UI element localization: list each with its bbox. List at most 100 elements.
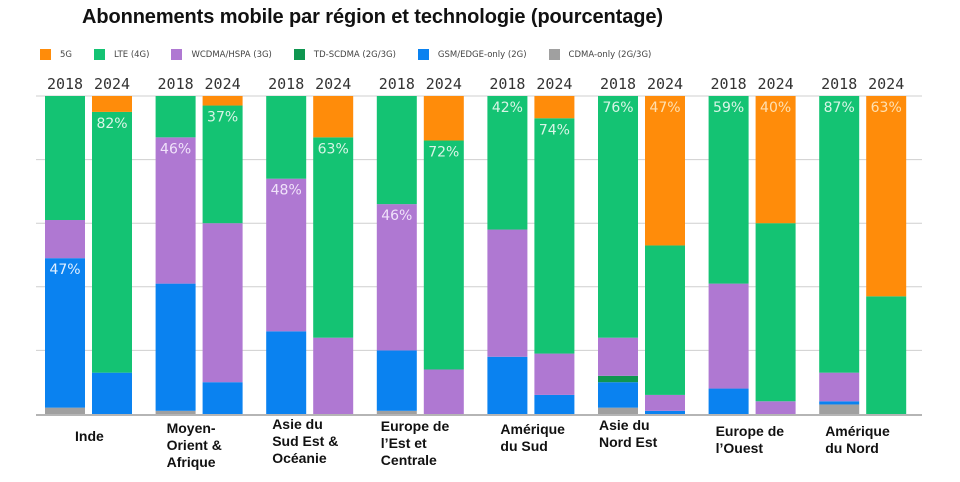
bar-segment-lte-4g xyxy=(155,96,196,138)
bar-segment-td-scdma-2g-3g xyxy=(598,375,638,383)
bar-segment-wcdma-hspa-3g xyxy=(45,220,85,259)
bar-segment-wcdma-hspa-3g xyxy=(755,401,796,414)
region-label-inde: Inde xyxy=(75,428,104,444)
bar-segment-lte-4g xyxy=(866,296,907,414)
data-label: 46% xyxy=(381,208,412,224)
year-label: 2024 xyxy=(205,75,241,93)
year-label: 2018 xyxy=(489,75,525,93)
year-label: 2024 xyxy=(94,75,130,93)
legend-item-td-scdma-2g-3g: TD-SCDMA (2G/3G) xyxy=(293,49,396,60)
data-label: 87% xyxy=(824,100,855,116)
year-label: 2018 xyxy=(268,75,304,93)
data-label: 48% xyxy=(271,183,302,199)
bar-segment-wcdma-hspa-3g xyxy=(266,178,307,332)
year-label: 2024 xyxy=(758,75,794,93)
legend-item-lte-4g: LTE (4G) xyxy=(94,49,149,60)
legend-item-cdma-only-2g-3g: CDMA-only (2G/3G) xyxy=(548,49,652,60)
year-label: 2018 xyxy=(711,75,747,93)
bar-segment-gsm-edge-only-2g xyxy=(202,382,243,414)
data-label: 63% xyxy=(318,141,349,157)
bar-segment-cdma-only-2g-3g xyxy=(819,404,860,414)
bar-segment-lte-4g xyxy=(487,96,528,230)
year-label: 2018 xyxy=(158,75,194,93)
bar-segment-lte-4g xyxy=(423,140,464,370)
region-label-am-rique-du-nord: Amérique du Nord xyxy=(825,423,890,456)
bar-segment-lte-4g xyxy=(266,96,307,179)
data-label: 76% xyxy=(602,100,633,116)
data-label: 63% xyxy=(871,100,902,116)
bar-segment-wcdma-hspa-3g xyxy=(534,353,575,395)
region-label-moyen-orient-afrique: Moyen- Orient & Afrique xyxy=(166,420,222,470)
legend-label: 5G xyxy=(60,49,72,60)
legend-item-5g: 5G xyxy=(40,49,72,60)
bar-segment-lte-4g xyxy=(376,96,417,205)
legend-label: GSM/EDGE-only (2G) xyxy=(437,49,527,60)
bar-segment-gsm-edge-only-2g xyxy=(155,283,196,411)
bar-segment-lte-4g xyxy=(534,118,575,354)
region-label-europe-de-l-est-et-centrale: Europe de l’Est et Centrale xyxy=(380,418,450,468)
region-label-asie-du-sud-est-oc-anie: Asie du Sud Est & Océanie xyxy=(272,416,339,466)
data-label: 74% xyxy=(539,122,570,138)
bar-segment-gsm-edge-only-2g xyxy=(376,350,417,411)
legend-swatch xyxy=(548,49,560,60)
bar-segment-5g xyxy=(534,96,575,119)
bar-segment-cdma-only-2g-3g xyxy=(376,410,417,414)
bar-segment-5g xyxy=(92,96,132,112)
bar-segment-gsm-edge-only-2g xyxy=(92,372,132,414)
year-label: 2018 xyxy=(379,75,415,93)
legend-swatch xyxy=(40,49,51,60)
bar-segment-lte-4g xyxy=(598,96,638,338)
bar-segment-cdma-only-2g-3g xyxy=(45,407,85,414)
bar-segment-lte-4g xyxy=(755,223,796,402)
bar-segment-lte-4g xyxy=(645,245,685,395)
bar-segment-wcdma-hspa-3g xyxy=(423,369,464,414)
bar-segment-cdma-only-2g-3g xyxy=(155,410,196,414)
bar-segment-wcdma-hspa-3g xyxy=(487,229,528,357)
bar-segment-5g xyxy=(866,96,907,297)
legend-label: CDMA-only (2G/3G) xyxy=(568,49,652,60)
legend-item-gsm-edge-only-2g: GSM/EDGE-only (2G) xyxy=(417,49,527,60)
chart-title: Abonnements mobile par région et technol… xyxy=(82,6,663,28)
bar-segment-wcdma-hspa-3g xyxy=(202,223,243,383)
year-label: 2018 xyxy=(821,75,857,93)
bar-segment-lte-4g xyxy=(313,137,354,338)
data-label: 37% xyxy=(207,110,238,126)
region-label-am-rique-du-sud: Amérique du Sud xyxy=(500,421,565,454)
bar-segment-gsm-edge-only-2g xyxy=(598,382,638,408)
bar-segment-wcdma-hspa-3g xyxy=(645,394,685,411)
bar-segment-wcdma-hspa-3g xyxy=(819,372,860,402)
bar-segment-wcdma-hspa-3g xyxy=(598,337,638,376)
bar-segment-lte-4g xyxy=(45,96,85,221)
bar-segment-gsm-edge-only-2g xyxy=(708,388,749,414)
bar-segment-lte-4g xyxy=(819,96,860,373)
data-label: 59% xyxy=(713,100,744,116)
legend-swatch xyxy=(293,49,305,60)
bar-segment-wcdma-hspa-3g xyxy=(376,204,417,351)
bar-segment-gsm-edge-only-2g xyxy=(266,331,307,414)
legend-label: LTE (4G) xyxy=(114,49,150,60)
year-label: 2024 xyxy=(868,75,904,93)
data-label: 42% xyxy=(492,100,523,116)
legend-swatch xyxy=(94,49,105,60)
bar-segment-gsm-edge-only-2g xyxy=(645,410,685,414)
bar-segment-lte-4g xyxy=(202,105,243,224)
legend-label: TD-SCDMA (2G/3G) xyxy=(313,49,396,60)
bar-segment-cdma-only-2g-3g xyxy=(598,407,638,414)
legend-item-wcdma-hspa-3g: WCDMA/HSPA (3G) xyxy=(171,49,272,60)
year-label: 2024 xyxy=(536,75,572,93)
data-label: 47% xyxy=(49,262,80,278)
bar-segment-gsm-edge-only-2g xyxy=(819,401,860,405)
bar-segment-wcdma-hspa-3g xyxy=(708,283,749,389)
year-label: 2024 xyxy=(647,75,683,93)
bar-segment-5g xyxy=(202,96,243,106)
year-label: 2018 xyxy=(47,75,83,93)
bar-segment-gsm-edge-only-2g xyxy=(534,394,575,414)
year-label: 2018 xyxy=(600,75,636,93)
bar-segment-lte-4g xyxy=(708,96,749,284)
chart-legend: 5G LTE (4G) WCDMA/HSPA (3G) TD-SCDMA (2G/3G… xyxy=(40,49,673,60)
legend-swatch xyxy=(171,49,183,60)
data-label: 72% xyxy=(428,145,459,161)
legend-swatch xyxy=(417,49,429,60)
bar-segment-wcdma-hspa-3g xyxy=(155,137,196,284)
